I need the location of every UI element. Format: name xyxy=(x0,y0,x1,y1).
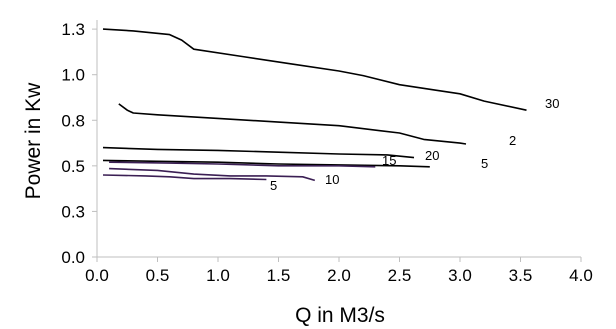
series-line xyxy=(109,167,316,182)
series-line xyxy=(118,103,467,145)
x-tick-label: 1.0 xyxy=(206,266,230,285)
series-line xyxy=(102,28,527,111)
axes: 0.0 0.3 0.5 0.8 1.0 1.3 0.0 0.5 1.0 1.5 2.0 2.5 3.0 3… xyxy=(61,20,593,285)
y-tick-label: 0.5 xyxy=(61,157,85,176)
series-line xyxy=(102,174,267,181)
x-tick-label: 3.0 xyxy=(448,266,472,285)
x-tick-label: 2.5 xyxy=(388,266,412,285)
curve-label: 10 xyxy=(325,172,339,187)
x-tick-label: 0.5 xyxy=(146,266,170,285)
x-tick-label: 1.5 xyxy=(267,266,291,285)
x-tick-label: 0.0 xyxy=(85,266,109,285)
x-tick-label: 4.0 xyxy=(569,266,593,285)
curve-label: 2 xyxy=(509,133,516,148)
curve-label-layer: 30 2 20 5 15 10 5 xyxy=(270,96,559,193)
y-tick-label: 1.3 xyxy=(61,20,85,39)
series-line xyxy=(109,161,376,168)
y-axis-title: Power in Kw xyxy=(22,82,45,200)
y-tick-label: 1.0 xyxy=(61,66,85,85)
x-axis-title: Q in M3/s xyxy=(295,304,385,327)
curve-label: 5 xyxy=(481,156,488,171)
curve-label: 30 xyxy=(545,96,559,111)
x-tick-label: 2.0 xyxy=(327,266,351,285)
y-tick-label: 0.8 xyxy=(61,111,85,130)
series-line xyxy=(102,146,415,159)
curve-label: 15 xyxy=(382,153,396,168)
curve-label: 20 xyxy=(425,148,439,163)
x-tick-label: 3.5 xyxy=(509,266,533,285)
y-tick-label: 0.0 xyxy=(61,248,85,267)
curve-label: 5 xyxy=(270,178,277,193)
y-tick-label: 0.3 xyxy=(61,202,85,221)
series-line xyxy=(102,159,430,168)
series-layer xyxy=(102,28,527,182)
